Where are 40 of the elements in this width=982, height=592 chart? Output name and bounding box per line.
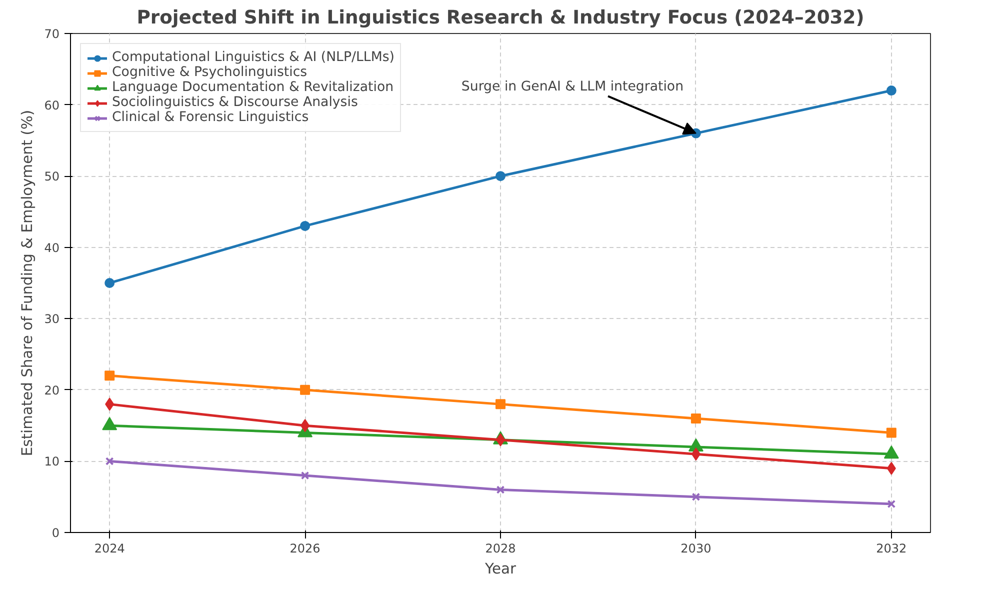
y-tick-label: 10 — [44, 454, 60, 469]
point — [496, 171, 506, 182]
point — [496, 399, 506, 410]
x-tick-label: 2026 — [290, 542, 320, 556]
y-tick-label: 0 — [52, 526, 60, 540]
point — [300, 471, 310, 480]
y-tick-label: 20 — [44, 383, 60, 398]
legend-label: Language Documentation & Revitalization — [112, 80, 394, 95]
annotation: Surge in GenAI & LLM integration — [461, 79, 684, 94]
y-tick-label: 30 — [44, 312, 60, 326]
point — [496, 486, 505, 494]
point — [692, 492, 700, 502]
point — [691, 448, 700, 461]
x-tick-label: 2024 — [94, 542, 125, 556]
y-axis-title: Estimated Share of Funding & Employment (%) — [19, 110, 36, 456]
x-axis-title: Year — [484, 560, 517, 578]
legend-label: Computational Linguistics & AI (NLP/LLMs) — [112, 50, 394, 65]
point — [690, 413, 701, 424]
y-tick-label: 60 — [44, 98, 60, 112]
point — [300, 384, 310, 395]
y-tick-label: 70 — [44, 27, 60, 41]
y-tick-label: 40 — [44, 240, 60, 255]
point — [104, 370, 115, 381]
x-tick-label: 2028 — [485, 542, 516, 556]
chart-title: Projected Shift in Linguistics Research & Industry Focus (2024–2032) — [136, 8, 864, 28]
x-tick-label: 2032 — [876, 542, 907, 556]
point — [886, 86, 896, 96]
point — [886, 462, 896, 475]
point — [886, 428, 896, 438]
point — [104, 278, 115, 288]
point — [105, 457, 114, 466]
y-tick-label: 50 — [44, 170, 60, 184]
legend-label: Cognitive & Psycholinguistics — [112, 65, 308, 80]
point — [300, 220, 310, 231]
point — [887, 500, 896, 508]
legend-label: Sociolinguistics & Discourse Analysis — [112, 95, 358, 110]
legend-label: Clinical & Forensic Linguistics — [112, 110, 309, 125]
x-tick-label: 2030 — [680, 542, 712, 556]
point — [300, 419, 310, 432]
point — [105, 398, 114, 411]
